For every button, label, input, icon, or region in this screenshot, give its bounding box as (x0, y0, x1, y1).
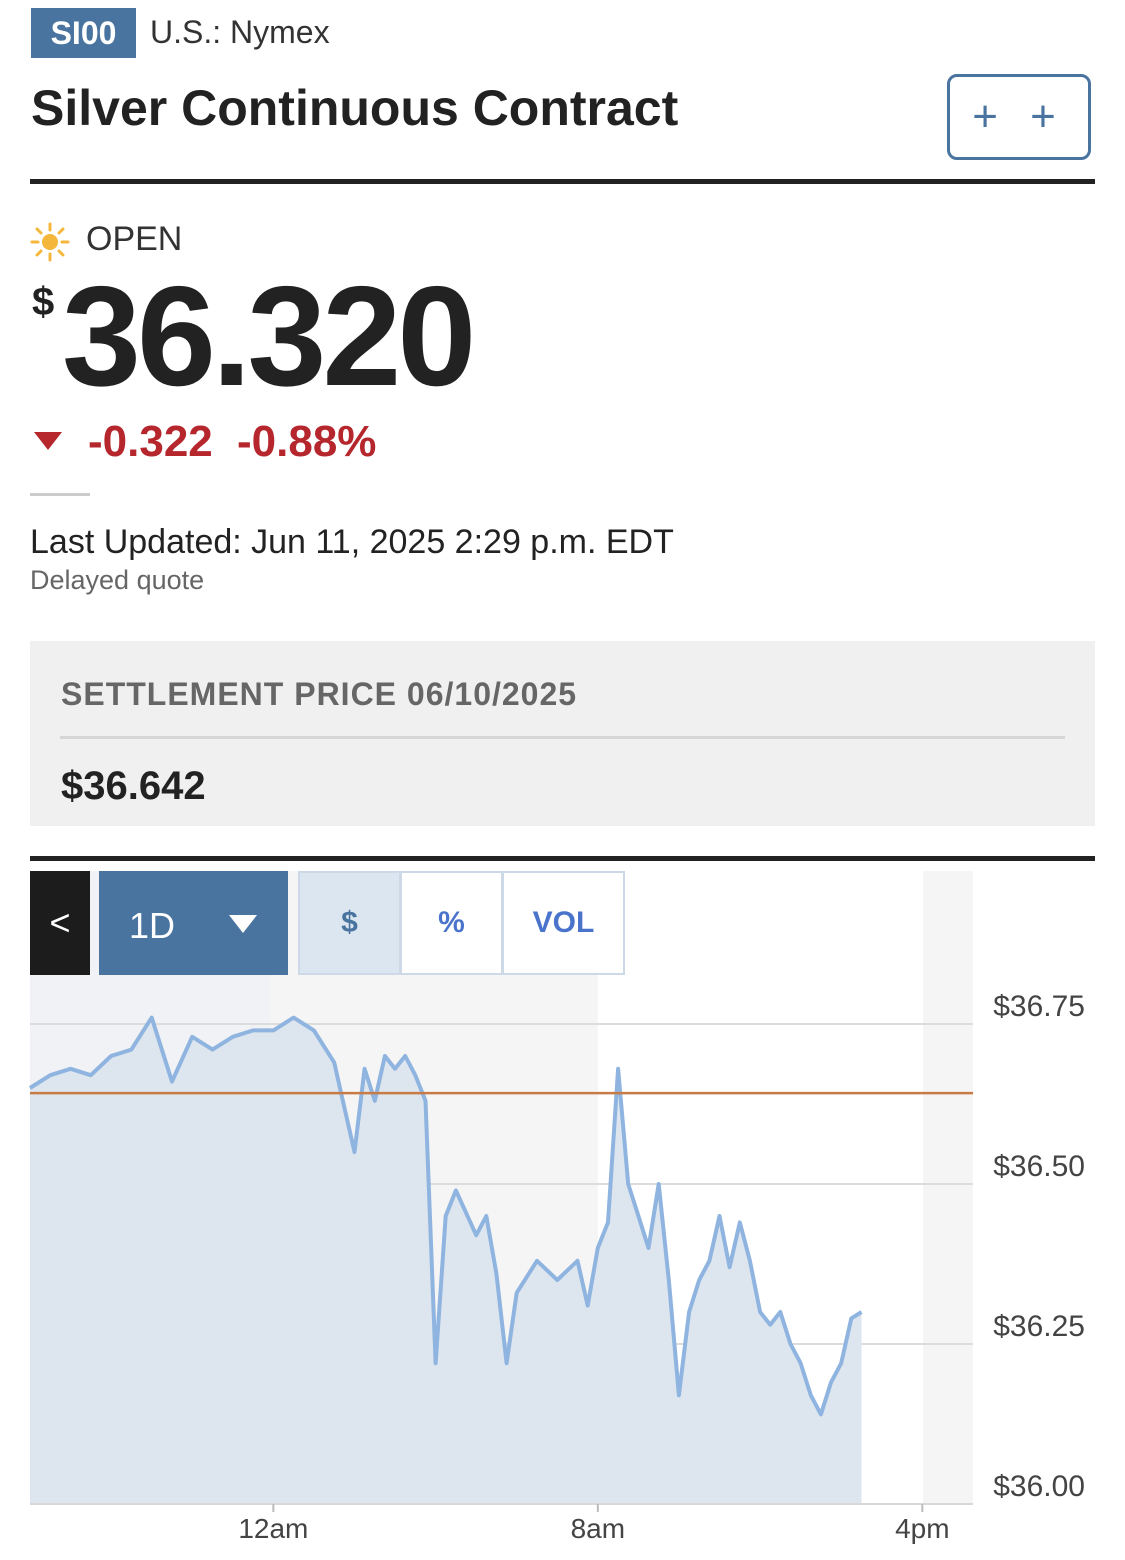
page-title: Silver Continuous Contract (31, 80, 679, 136)
settlement-panel (30, 641, 1095, 826)
y-tick-label: $36.75 (993, 990, 1085, 1023)
divider (30, 179, 1095, 184)
divider (30, 493, 90, 496)
settlement-price: $36.642 (61, 764, 206, 808)
x-tick-label: 4pm (895, 1513, 949, 1544)
price-change: -0.322 (88, 417, 213, 466)
ticker-badge: SI00 (31, 8, 136, 58)
market-status: OPEN (86, 220, 183, 258)
settlement-label: SETTLEMENT PRICE 06/10/2025 (61, 676, 578, 712)
divider (30, 856, 1095, 861)
range-dropdown[interactable]: 1D (99, 871, 288, 975)
range-label: 1D (129, 905, 176, 946)
session-band (923, 871, 973, 1504)
y-tick-label: $36.00 (993, 1470, 1085, 1503)
exchange-label: U.S.: Nymex (150, 14, 330, 50)
price-line (28, 1015, 863, 1417)
divider (60, 736, 1065, 739)
chart-back-button[interactable]: < (30, 871, 90, 975)
y-tick-label: $36.50 (993, 1150, 1085, 1183)
add-to-watchlist-button[interactable]: + + (947, 74, 1091, 160)
x-tick-label: 8am (571, 1513, 625, 1544)
segment-dollar[interactable]: $ (298, 871, 401, 975)
segment-volume[interactable]: VOL (502, 871, 625, 975)
currency-symbol: $ (32, 280, 55, 324)
sun-icon (30, 222, 70, 262)
y-tick-label: $36.25 (993, 1310, 1085, 1343)
delayed-quote-note: Delayed quote (30, 565, 205, 595)
price-area (30, 1017, 862, 1504)
down-arrow-icon (34, 432, 62, 450)
price-change-percent: -0.88% (237, 417, 377, 466)
last-price: 36.320 (62, 257, 476, 416)
chevron-down-icon (229, 915, 257, 933)
last-updated: Last Updated: Jun 11, 2025 2:29 p.m. EDT (30, 523, 674, 561)
segment-percent[interactable]: % (400, 871, 503, 975)
x-tick-label: 12am (238, 1513, 308, 1544)
